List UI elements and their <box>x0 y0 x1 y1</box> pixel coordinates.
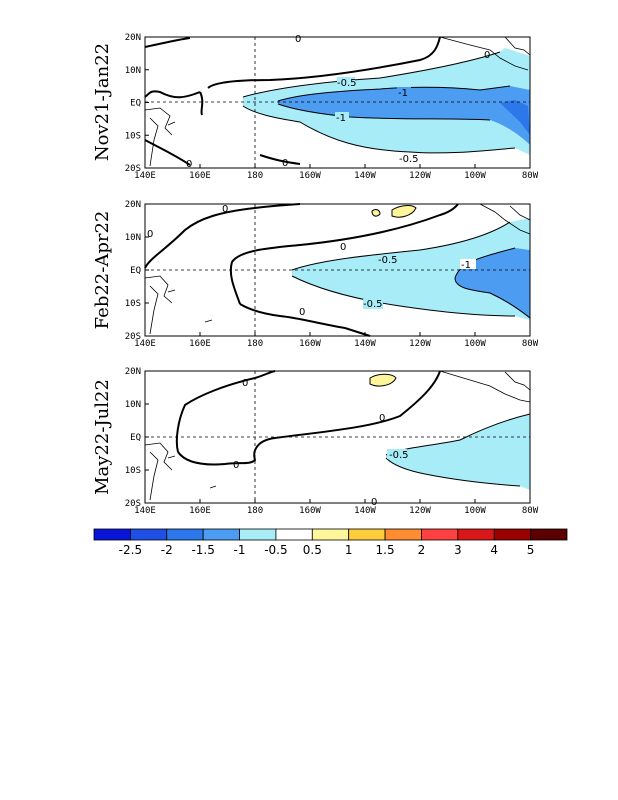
panel-2-lon-tick-label: 140E <box>134 339 156 349</box>
panel-1-shade-neg-one <box>278 86 530 145</box>
panel-1-lon-tick-label: 80W <box>522 171 539 181</box>
colorbar-label: 3 <box>454 543 462 557</box>
colorbar-swatch <box>384 528 422 541</box>
panel-2: -0.5 -0.5 -1 0 0 0 0 Feb22-Apr22 <box>92 203 531 337</box>
panel-3-lat-tick-label: 20S <box>125 499 141 509</box>
panel-3-lon-tick-label: 140E <box>134 506 156 516</box>
colorbar-label: -2.5 <box>119 543 142 557</box>
colorbar-label: 5 <box>527 543 535 557</box>
panel-1-lon-tick-label: 120W <box>409 171 431 181</box>
panel-1-lon-tick-label: 180 <box>247 171 263 181</box>
axis-labels: 140E 160E 180 160W 140W 120W 100W 80W 20N 10N EQ 10… <box>125 33 539 516</box>
panel-2-contour-label-neg-half-a: -0.5 <box>378 255 398 266</box>
panel-1-lon-tick-label: 100W <box>464 171 486 181</box>
panel-3-contour-label-zero-a: 0 <box>242 378 248 389</box>
panel-1-contour-label-neg-one-b: -1 <box>336 113 346 124</box>
panel-1-shade-neg-one-five <box>500 100 530 135</box>
panel-2-lat-tick-label: EQ <box>130 266 141 276</box>
panel-3-lat-tick-label: 20N <box>125 367 141 377</box>
panel-2-lon-tick-label: 160W <box>299 339 321 349</box>
panel-1: -0.5 -1 -1 -0.5 0 0 0 0 Nov21-Jan22 <box>92 34 531 170</box>
panel-3-title: May22-Jul22 <box>92 379 113 495</box>
colorbar-label: 1 <box>345 543 353 557</box>
colorbar-swatch <box>493 528 532 541</box>
panel-1-lat-tick-label: EQ <box>130 99 141 109</box>
colorbar-swatch <box>348 528 386 541</box>
panel-3-contour-label-zero-c: 0 <box>233 460 239 471</box>
panel-3-lon-tick-label: 180 <box>247 506 263 516</box>
panel-2-contour-label-zero-c: 0 <box>147 229 153 240</box>
panel-3-lon-tick-label: 160W <box>299 506 321 516</box>
panel-2-lon-tick-label: 140W <box>354 339 376 349</box>
panel-2-lat-tick-label: 10S <box>125 299 141 309</box>
colorbar-swatch <box>530 528 568 541</box>
panel-2-lon-tick-label: 120W <box>409 339 431 349</box>
panel-1-contour-label-zero-a: 0 <box>295 34 301 45</box>
panel-2-lat-tick-label: 10N <box>125 233 141 243</box>
panel-1-lon-tick-label: 140W <box>354 171 376 181</box>
panel-1-contour-label-zero-b: 0 <box>484 50 490 61</box>
panel-3-shade-neg-half <box>386 414 530 490</box>
panel-2-contour-label-neg-one: -1 <box>461 260 471 271</box>
panel-3-lat-tick-label: EQ <box>130 433 141 443</box>
panel-1-lon-tick-label: 160E <box>189 171 211 181</box>
panel-2-lon-tick-label: 80W <box>522 339 539 349</box>
colorbar-label: -2 <box>161 543 173 557</box>
colorbar-swatch <box>129 528 168 541</box>
panel-2-contour-label-zero-d: 0 <box>299 307 305 318</box>
panel-1-contour-label-neg-half-b: -0.5 <box>399 154 419 165</box>
panel-2-lon-tick-label: 180 <box>247 339 263 349</box>
panel-1-contour-label-neg-half: -0.5 <box>337 78 357 89</box>
panel-1-contour-label-neg-one: -1 <box>398 88 408 99</box>
colorbar-swatch <box>202 528 240 541</box>
colorbar-swatch <box>311 528 350 541</box>
colorbar-swatch <box>239 528 277 541</box>
panel-3-shade-pos-half <box>370 374 396 386</box>
panel-3-contour-label-neg-half: -0.5 <box>389 450 409 461</box>
panel-2-contour-label-neg-half-b: -0.5 <box>363 299 383 310</box>
panel-1-lat-tick-label: 20S <box>125 164 141 174</box>
panel-1-lat-tick-label: 20N <box>125 33 141 43</box>
panel-3-lon-tick-label: 140W <box>354 506 376 516</box>
panel-2-shade-neg-half <box>292 218 530 320</box>
colorbar-label: 0.5 <box>303 543 322 557</box>
panel-1-lon-tick-label: 160W <box>299 171 321 181</box>
panel-3-lat-tick-label: 10S <box>125 466 141 476</box>
colorbar-label: -0.5 <box>264 543 287 557</box>
colorbar-label: -1 <box>234 543 246 557</box>
panel-2-title: Feb22-Apr22 <box>92 211 113 330</box>
colorbar-label: 1.5 <box>376 543 395 557</box>
panel-3-contour-label-zero-b: 0 <box>379 413 385 424</box>
panel-2-lon-tick-label: 160E <box>189 339 211 349</box>
panel-1-lat-tick-label: 10S <box>125 131 141 141</box>
colorbar-label: -1.5 <box>191 543 214 557</box>
panel-1-contour-label-zero-d: 0 <box>282 158 288 169</box>
colorbar-label: 2 <box>418 543 426 557</box>
panel-2-shade-pos-half <box>372 205 416 218</box>
panel-2-contour-label-zero-b: 0 <box>340 242 346 253</box>
colorbar-swatch <box>93 528 131 541</box>
panel-3-lat-tick-label: 10N <box>125 400 141 410</box>
colorbar-swatch <box>275 528 313 541</box>
panel-3-lon-tick-label: 80W <box>522 506 539 516</box>
panel-2-lat-tick-label: 20S <box>125 332 141 342</box>
colorbar-swatch <box>166 528 204 541</box>
panel-1-title: Nov21-Jan22 <box>92 43 113 161</box>
panel-1-lon-tick-label: 140E <box>134 171 156 181</box>
panel-3-contour-label-zero-d: 0 <box>371 497 377 508</box>
panel-2-lat-tick-label: 20N <box>125 200 141 210</box>
colorbar-swatch <box>457 528 495 541</box>
panel-2-lon-tick-label: 100W <box>464 339 486 349</box>
colorbar-label: 4 <box>490 543 498 557</box>
panel-3: -0.5 0 0 0 0 May22-Jul22 <box>92 370 531 508</box>
panel-3-lon-tick-label: 120W <box>409 506 431 516</box>
colorbar-swatch <box>421 528 459 541</box>
panel-1-lat-tick-label: 10N <box>125 66 141 76</box>
panel-3-lon-tick-label: 160E <box>189 506 211 516</box>
panel-1-contour-label-zero-c: 0 <box>186 159 192 170</box>
colorbar: -2.5 -2 -1.5 -1 -0.5 0.5 1 1.5 2 3 4 5 <box>93 528 568 557</box>
panel-3-lon-tick-label: 100W <box>464 506 486 516</box>
panel-2-contour-label-zero-a: 0 <box>222 204 228 215</box>
